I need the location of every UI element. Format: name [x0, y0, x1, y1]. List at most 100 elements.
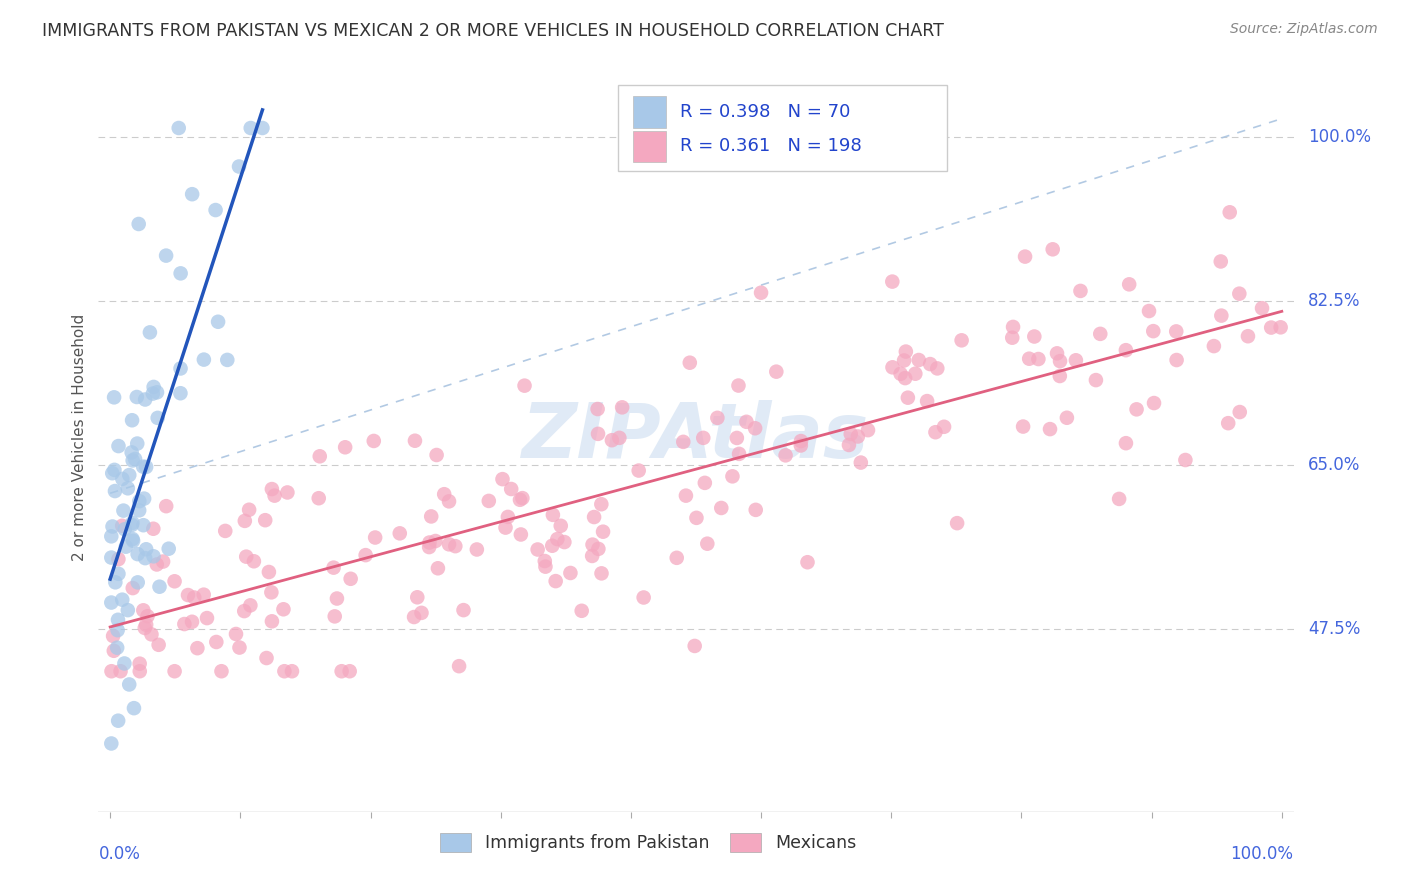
Point [273, 602, 295, 616]
Point [118, 468, 141, 483]
Point [112, 657, 135, 671]
Point [633, 591, 655, 605]
Point [107, 613, 129, 627]
Point [1069, 284, 1091, 298]
Point [501, 482, 523, 496]
Point [437, 537, 460, 551]
Point [111, 472, 134, 486]
Text: 65.0%: 65.0% [1308, 456, 1360, 475]
Point [167, 120, 190, 135]
Point [281, 664, 304, 679]
Point [155, 499, 177, 513]
Point [672, 434, 695, 449]
Point [796, 555, 818, 569]
Point [100, 737, 122, 751]
Point [683, 639, 706, 653]
Text: 100.0%: 100.0% [1230, 846, 1294, 863]
Point [1166, 353, 1188, 368]
Point [846, 429, 869, 443]
Point [103, 644, 125, 658]
FancyBboxPatch shape [633, 130, 666, 162]
Point [402, 610, 425, 624]
Point [404, 434, 426, 448]
Point [107, 566, 129, 581]
Point [121, 413, 143, 427]
Point [710, 500, 733, 515]
Point [444, 539, 467, 553]
Point [725, 431, 748, 445]
Point [907, 353, 929, 368]
Point [1209, 254, 1232, 268]
Point [581, 549, 603, 563]
Point [132, 459, 155, 474]
Point [127, 575, 149, 590]
Point [1227, 286, 1250, 301]
Point [721, 469, 744, 483]
Point [134, 392, 156, 407]
Point [122, 701, 145, 715]
Point [135, 542, 157, 557]
Point [920, 357, 942, 371]
Point [121, 445, 143, 459]
Point [1049, 369, 1071, 384]
Point [217, 352, 239, 367]
Point [932, 419, 955, 434]
Point [142, 549, 165, 564]
Point [1108, 491, 1130, 506]
Point [205, 635, 228, 649]
Point [1218, 416, 1240, 430]
Point [155, 249, 177, 263]
Point [897, 391, 920, 405]
Point [1202, 339, 1225, 353]
Point [233, 514, 256, 528]
Point [239, 120, 262, 135]
Point [571, 604, 593, 618]
Text: R = 0.398   N = 70: R = 0.398 N = 70 [681, 103, 851, 121]
Point [849, 456, 872, 470]
Point [425, 534, 447, 549]
Point [169, 386, 191, 401]
Point [117, 603, 139, 617]
Point [745, 503, 768, 517]
Point [453, 603, 475, 617]
Point [323, 609, 346, 624]
Point [665, 550, 688, 565]
Point [103, 390, 125, 404]
Point [894, 371, 917, 385]
Point [696, 537, 718, 551]
Point [692, 431, 714, 445]
Point [181, 187, 204, 202]
Point [114, 522, 136, 536]
Point [534, 559, 557, 574]
Point [228, 160, 250, 174]
Point [117, 481, 139, 495]
Point [727, 378, 749, 392]
Point [111, 592, 134, 607]
FancyBboxPatch shape [619, 85, 948, 171]
Point [354, 548, 377, 562]
Point [163, 574, 186, 589]
Point [121, 581, 143, 595]
Point [112, 503, 135, 517]
Text: 82.5%: 82.5% [1308, 293, 1361, 310]
Point [946, 516, 969, 530]
Text: Source: ZipAtlas.com: Source: ZipAtlas.com [1230, 22, 1378, 37]
Point [157, 541, 180, 556]
Point [134, 491, 156, 506]
Point [1166, 325, 1188, 339]
Point [513, 378, 536, 392]
Point [550, 518, 572, 533]
Point [586, 402, 609, 417]
Point [333, 440, 356, 454]
FancyBboxPatch shape [633, 96, 666, 128]
Point [591, 497, 613, 511]
Point [256, 651, 278, 665]
Point [135, 617, 157, 632]
Point [339, 572, 361, 586]
Point [915, 394, 938, 409]
Point [110, 664, 132, 679]
Point [103, 463, 125, 477]
Point [104, 484, 127, 499]
Point [177, 588, 200, 602]
Point [169, 266, 191, 280]
